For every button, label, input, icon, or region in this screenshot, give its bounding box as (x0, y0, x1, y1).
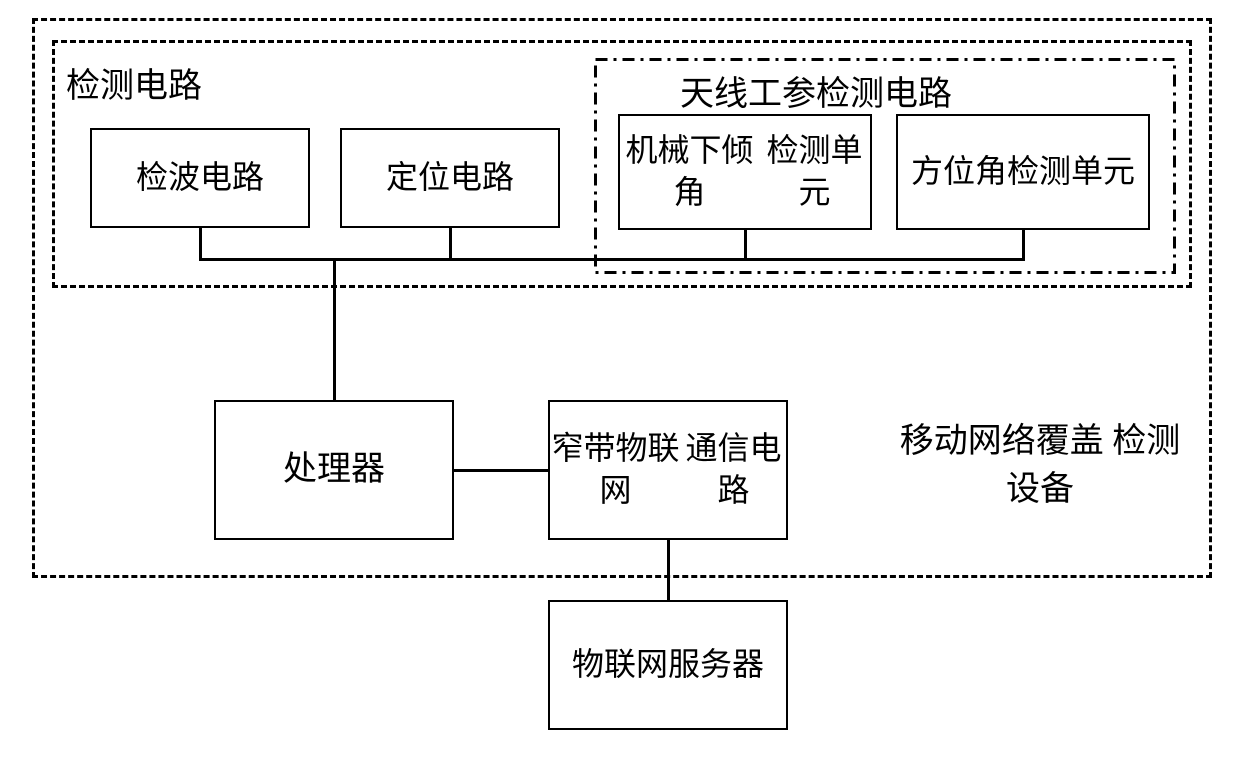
conn-bus-h (199, 258, 1025, 261)
positioning-circuit-box: 定位电路 (340, 128, 560, 228)
tilt-line2: 检测单元 (759, 130, 870, 213)
azimuth-line2: 单元 (1071, 151, 1135, 193)
nbiot-line2: 通信电路 (681, 428, 786, 511)
wave-detection-circuit-box: 检波电路 (90, 128, 310, 228)
tilt-angle-unit-box: 机械下倾角 检测单元 (618, 114, 872, 230)
conn-wave-down (199, 228, 202, 260)
outer-device-label: 移动网络覆盖 检测设备 (890, 418, 1190, 513)
iot-server-box: 物联网服 务器 (548, 600, 788, 730)
nbiot-comm-box: 窄带物联网 通信电路 (548, 400, 788, 540)
tilt-line1: 机械下倾角 (620, 130, 759, 213)
conn-nbiot-server (667, 540, 670, 600)
antenna-param-label: 天线工参检测电路 (680, 66, 952, 115)
azimuth-line1: 方位角检测 (911, 151, 1071, 193)
conn-bus-to-processor (333, 258, 336, 400)
conn-azimuth-down (1022, 230, 1025, 260)
outer-device-label-line1: 移动网络覆盖 (900, 423, 1104, 460)
server-line1: 物联网服 (572, 644, 700, 686)
detection-circuit-label: 检测电路 (66, 58, 202, 107)
processor-box: 处理器 (214, 400, 454, 540)
conn-proc-nbiot (454, 469, 548, 472)
nbiot-line1: 窄带物联网 (550, 428, 681, 511)
server-line2: 务器 (700, 644, 764, 686)
conn-tilt-down (744, 230, 747, 260)
azimuth-unit-box: 方位角检测 单元 (896, 114, 1150, 230)
conn-position-down (449, 228, 452, 260)
